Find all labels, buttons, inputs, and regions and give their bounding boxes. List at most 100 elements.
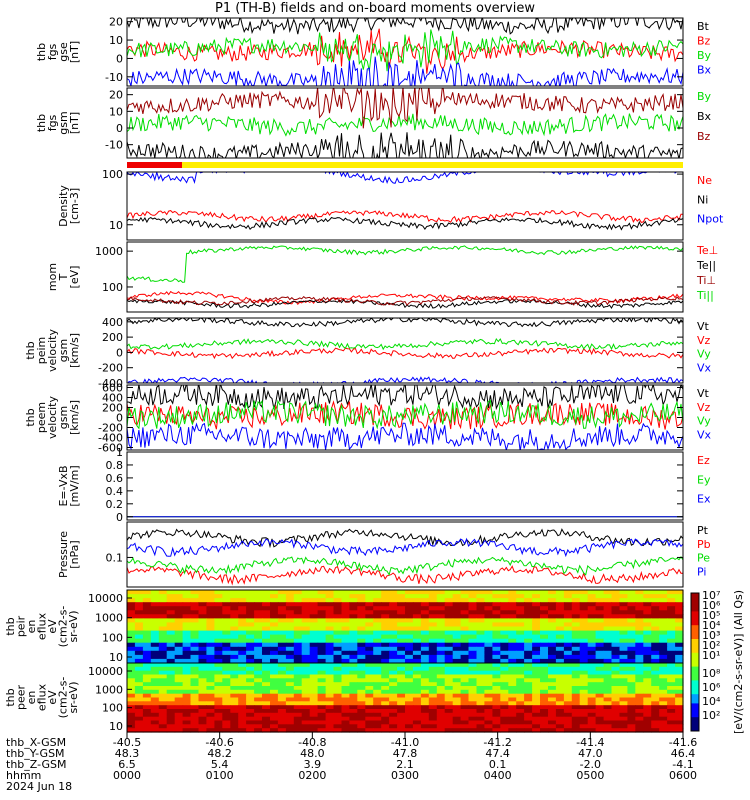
- ytick-label: 10: [109, 219, 123, 232]
- colorbar-tick: 10⁴: [702, 619, 721, 632]
- panel-frame: [126, 317, 684, 384]
- ylabel-line: [nT]: [68, 112, 81, 134]
- ylabel-line: [eV]: [68, 266, 81, 289]
- x-axis-value: 0300: [391, 769, 419, 782]
- series-pressure-0: [127, 528, 683, 549]
- ylabel-line: [cm-3]: [68, 188, 81, 224]
- ytick-label: 200: [102, 402, 123, 415]
- x-axis-value: -41.6: [669, 736, 697, 749]
- ytick-label: 0: [116, 412, 123, 425]
- legend-pressure: Pt: [697, 524, 709, 537]
- legend-temp: Ti⊥: [696, 274, 716, 287]
- flag-bar-yellow: [182, 162, 683, 168]
- x-axis-value: -41.4: [576, 736, 604, 749]
- legend-fgs-gse: Bz: [697, 35, 711, 48]
- spec-ytick-label: 10: [109, 651, 123, 664]
- series-fgs-gsm-2: [127, 88, 683, 129]
- panel-frame: [126, 17, 684, 87]
- flag-bar: [127, 162, 683, 168]
- x-axis-value: 5.4: [211, 758, 229, 771]
- ylabel-line: thb: [24, 408, 37, 426]
- ylabel-line: fgs: [46, 114, 59, 131]
- series-temp-1: [127, 299, 683, 309]
- legend-temp: Ti||: [696, 289, 714, 302]
- legend-efield: Ex: [697, 493, 711, 506]
- x-axis-value: 0600: [669, 769, 697, 782]
- colorbar-tick: 10³: [702, 629, 720, 642]
- ytick-label: 100: [102, 281, 123, 294]
- x-axis-value: 47.8: [393, 747, 418, 760]
- legend-temp: Te⊥: [696, 244, 718, 257]
- panel-efield: 10.80.60.40.20 E=-VxB[mV/m] Ez Ey Ex: [57, 446, 711, 524]
- ylabel-line: gsm: [57, 339, 70, 362]
- x-axis-value: 0000: [113, 769, 141, 782]
- x-axis-value: 0500: [576, 769, 604, 782]
- ylabel-line: [km/s]: [68, 333, 81, 368]
- colorbar-label: [eV/(cm2-s-sr-eV)] (All Qs): [732, 590, 745, 734]
- ytick-label: -200: [98, 422, 123, 435]
- ylabel-line: velocity: [46, 396, 59, 439]
- series-fgs-gse-1: [127, 28, 683, 74]
- spec-ylabel-line: eflux: [36, 683, 49, 711]
- ytick-label: 400: [102, 316, 123, 329]
- ylabel-line: peim: [35, 337, 48, 365]
- spec-ytick-label: 1000: [95, 612, 123, 625]
- ylabel-line: thb: [24, 341, 37, 359]
- spectrogram-peer: 10000 1000 100 10 thbpeerenefluxeV(cm2-s-sr-…: [4, 662, 684, 733]
- legend-pressure: Pi: [697, 565, 706, 578]
- x-axis-value: -4.1: [672, 758, 693, 771]
- colorbar-tick: 10⁷: [702, 589, 720, 602]
- ytick-label: -400: [98, 432, 123, 445]
- ytick-label: -10: [105, 139, 123, 152]
- ylabel-line: thb: [35, 43, 48, 61]
- spec-ytick-label: 100: [102, 631, 123, 644]
- series-temp-3: [127, 245, 683, 283]
- x-axis-value: -41.0: [391, 736, 419, 749]
- x-axis-value: -40.8: [298, 736, 326, 749]
- panel-frame: [126, 521, 684, 588]
- panel-frame: [126, 87, 684, 159]
- colorbar-tick: 10⁸: [702, 667, 721, 680]
- x-axis-value: 47.0: [578, 747, 603, 760]
- x-axis-row-label: thb_Y-GSM: [6, 747, 65, 760]
- spec-ylabel-line: thb: [4, 688, 17, 706]
- ytick-label: 10: [109, 34, 123, 47]
- x-axis-row-label: thb_X-GSM: [6, 736, 66, 749]
- ylabel-line: [nT]: [68, 41, 81, 63]
- ytick-label: 200: [102, 331, 123, 344]
- x-axis-value: 0.1: [489, 758, 507, 771]
- spec-ylabel-line: en: [25, 620, 38, 634]
- x-axis-value: -40.6: [205, 736, 233, 749]
- ylabel-line: velocity: [46, 329, 59, 372]
- x-axis-value: -2.0: [580, 758, 601, 771]
- legend-density: Npot: [697, 213, 724, 226]
- x-axis-date: 2024 Jun 18: [6, 780, 72, 793]
- spec-ylabel-line: (cm2-s-: [57, 606, 70, 648]
- series-fgs-gse-3: [127, 56, 683, 86]
- spec-ylabel-line: sr-eV): [67, 681, 80, 713]
- x-axis-value: 48.3: [115, 747, 140, 760]
- ylabel-line: [nPa]: [68, 540, 81, 568]
- x-axis-value: 0200: [298, 769, 326, 782]
- legend-peem-vel: Vy: [697, 415, 711, 428]
- series-peem-vel-3: [127, 422, 683, 450]
- x-axis-row-label: hhmm: [6, 769, 41, 782]
- ylabel-line: T: [57, 273, 70, 281]
- ytick-label: 0: [116, 122, 123, 135]
- spec-ylabel-line: en: [25, 691, 38, 705]
- legend-density: Ni: [697, 193, 708, 206]
- legend-efield: Ey: [697, 473, 711, 486]
- ytick-label: 100: [102, 168, 123, 181]
- ylabel-line: peem: [35, 402, 48, 433]
- series-fgs-gsm-0: [127, 113, 683, 137]
- ytick-label: 1: [116, 446, 123, 459]
- ylabel-density: Density[cm-3]: [57, 185, 81, 227]
